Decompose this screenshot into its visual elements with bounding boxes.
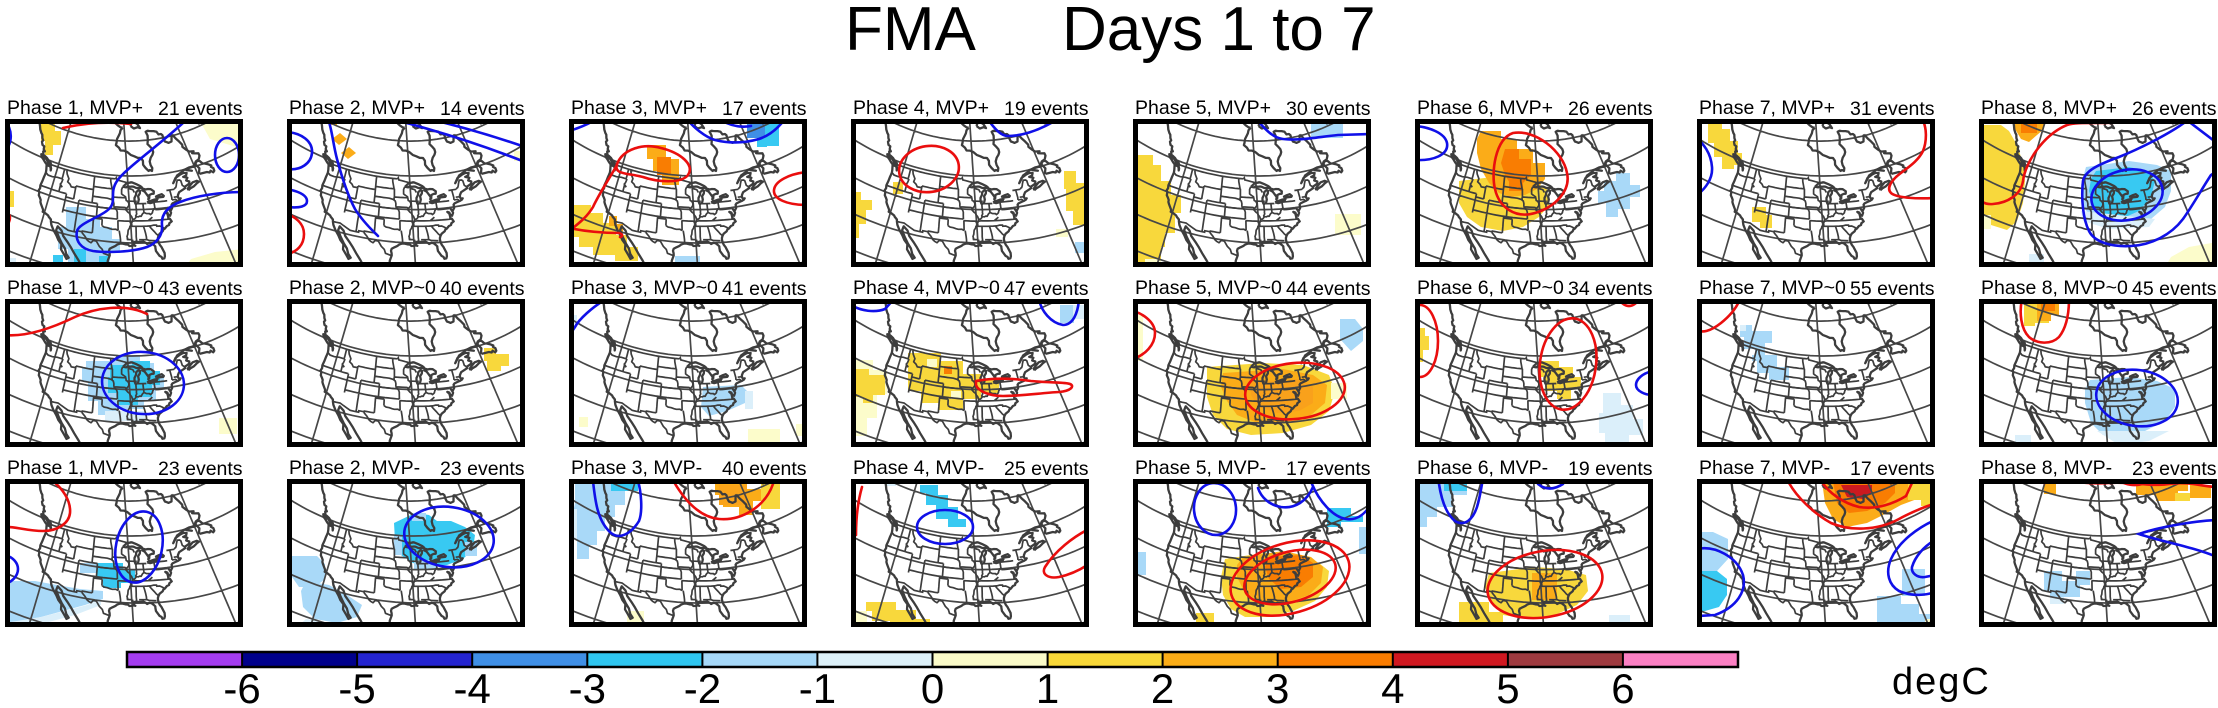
svg-text:Phase 6, MVP+: Phase 6, MVP+ [1417, 97, 1553, 119]
svg-text:-2: -2 [684, 665, 721, 708]
svg-text:41 events: 41 events [722, 278, 807, 300]
svg-text:Days 1 to 7: Days 1 to 7 [1062, 0, 1376, 64]
svg-text:Phase 2, MVP-: Phase 2, MVP- [289, 457, 420, 479]
svg-text:Phase 2, MVP~0: Phase 2, MVP~0 [289, 277, 436, 299]
svg-text:47 events: 47 events [1004, 278, 1089, 300]
svg-text:Phase 7, MVP+: Phase 7, MVP+ [1699, 97, 1835, 119]
svg-text:Phase 4, MVP-: Phase 4, MVP- [853, 457, 984, 479]
svg-text:-1: -1 [799, 665, 836, 708]
svg-text:14 events: 14 events [440, 98, 525, 120]
svg-text:17 events: 17 events [1286, 458, 1371, 480]
svg-text:Phase 1, MVP+: Phase 1, MVP+ [7, 97, 143, 119]
svg-text:Phase 5, MVP~0: Phase 5, MVP~0 [1135, 277, 1282, 299]
svg-text:Phase 6, MVP~0: Phase 6, MVP~0 [1417, 277, 1564, 299]
svg-text:Phase 2, MVP+: Phase 2, MVP+ [289, 97, 425, 119]
svg-text:-3: -3 [569, 665, 606, 708]
svg-text:Phase 4, MVP+: Phase 4, MVP+ [853, 97, 989, 119]
svg-text:55 events: 55 events [1850, 278, 1935, 300]
svg-text:44 events: 44 events [1286, 278, 1371, 300]
svg-text:26 events: 26 events [1568, 98, 1653, 120]
svg-text:Phase 1, MVP~0: Phase 1, MVP~0 [7, 277, 154, 299]
svg-text:43 events: 43 events [158, 278, 243, 300]
svg-text:19 events: 19 events [1568, 458, 1653, 480]
svg-text:Phase 5, MVP+: Phase 5, MVP+ [1135, 97, 1271, 119]
svg-text:Phase 7, MVP-: Phase 7, MVP- [1699, 457, 1830, 479]
svg-text:Phase 4, MVP~0: Phase 4, MVP~0 [853, 277, 1000, 299]
svg-text:23 events: 23 events [158, 458, 243, 480]
svg-text:26 events: 26 events [2132, 98, 2217, 120]
svg-text:FMA: FMA [845, 0, 977, 64]
svg-text:Phase 7, MVP~0: Phase 7, MVP~0 [1699, 277, 1846, 299]
svg-text:-5: -5 [338, 665, 375, 708]
svg-text:Phase 8, MVP-: Phase 8, MVP- [1981, 457, 2112, 479]
svg-text:Phase 6, MVP-: Phase 6, MVP- [1417, 457, 1548, 479]
svg-text:4: 4 [1381, 665, 1404, 708]
svg-text:23 events: 23 events [2132, 458, 2217, 480]
svg-text:degC: degC [1892, 661, 1991, 703]
svg-text:23 events: 23 events [440, 458, 525, 480]
svg-text:-4: -4 [454, 665, 491, 708]
svg-text:Phase 3, MVP-: Phase 3, MVP- [571, 457, 702, 479]
svg-text:Phase 3, MVP~0: Phase 3, MVP~0 [571, 277, 718, 299]
svg-text:34 events: 34 events [1568, 278, 1653, 300]
svg-text:45 events: 45 events [2132, 278, 2217, 300]
svg-text:1: 1 [1036, 665, 1059, 708]
svg-text:Phase 8, MVP~0: Phase 8, MVP~0 [1981, 277, 2128, 299]
svg-text:2: 2 [1151, 665, 1174, 708]
svg-text:21 events: 21 events [158, 98, 243, 120]
svg-text:Phase 3, MVP+: Phase 3, MVP+ [571, 97, 707, 119]
svg-text:0: 0 [921, 665, 944, 708]
svg-text:31 events: 31 events [1850, 98, 1935, 120]
svg-text:17 events: 17 events [1850, 458, 1935, 480]
svg-text:19 events: 19 events [1004, 98, 1089, 120]
svg-text:6: 6 [1611, 665, 1634, 708]
svg-text:25 events: 25 events [1004, 458, 1089, 480]
svg-text:Phase 1, MVP-: Phase 1, MVP- [7, 457, 138, 479]
svg-text:-6: -6 [223, 665, 260, 708]
svg-text:17 events: 17 events [722, 98, 807, 120]
svg-text:40 events: 40 events [722, 458, 807, 480]
svg-text:Phase 5, MVP-: Phase 5, MVP- [1135, 457, 1266, 479]
svg-text:3: 3 [1266, 665, 1289, 708]
svg-text:5: 5 [1496, 665, 1519, 708]
svg-text:30 events: 30 events [1286, 98, 1371, 120]
svg-text:40 events: 40 events [440, 278, 525, 300]
svg-text:Phase 8, MVP+: Phase 8, MVP+ [1981, 97, 2117, 119]
